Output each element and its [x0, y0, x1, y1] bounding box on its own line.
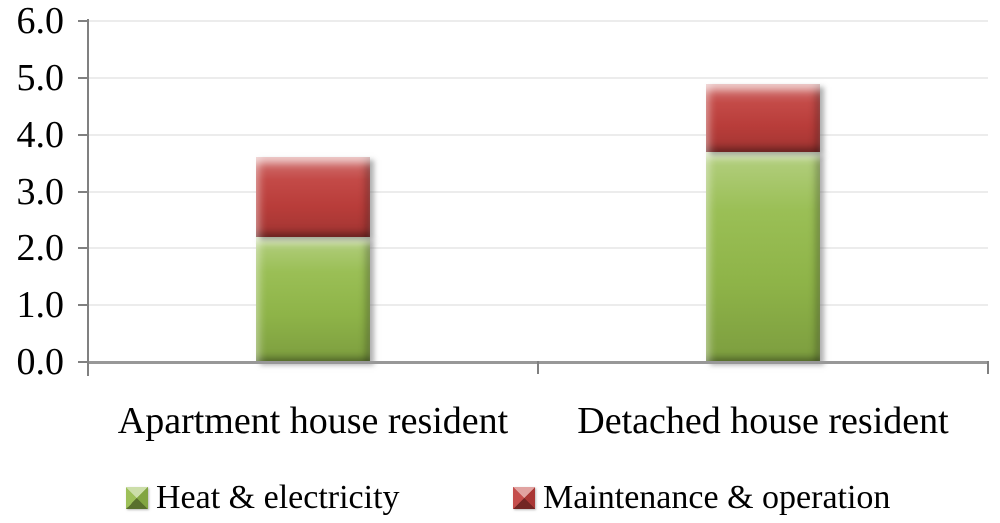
- category-axis-tick: [87, 361, 89, 374]
- gridline: [88, 76, 988, 79]
- gridline: [88, 247, 988, 250]
- y-axis-tick: [78, 76, 88, 79]
- y-axis-tick-label: 2.0: [16, 227, 65, 270]
- y-axis-tick: [78, 361, 88, 363]
- bar-segment-maintenance: [706, 83, 820, 152]
- bar-segment-heat: [256, 236, 370, 362]
- maintenance-operation-swatch-icon: [513, 487, 535, 509]
- legend-item-heat-electricity: Heat & electricity: [126, 476, 400, 520]
- y-axis-tick-label: 1.0: [16, 284, 65, 327]
- bar-segment-maintenance: [256, 157, 370, 237]
- y-axis-tick: [78, 133, 88, 136]
- legend-item-maintenance-operation: Maintenance & operation: [513, 476, 890, 520]
- category-label: Apartment house resident: [117, 400, 509, 442]
- y-axis-line: [87, 19, 89, 376]
- y-axis-tick: [78, 247, 88, 250]
- gridline: [88, 20, 988, 22]
- gridline: [88, 190, 988, 193]
- legend-label-maintenance-operation: Maintenance & operation: [543, 479, 891, 516]
- category-label: Detached house resident: [577, 400, 949, 442]
- bar-segment-heat: [706, 151, 820, 362]
- category-axis-tick: [987, 361, 989, 374]
- y-axis-tick: [78, 304, 88, 307]
- heat-electricity-swatch-icon: [126, 487, 148, 509]
- gridline: [88, 304, 988, 307]
- y-axis-tick: [78, 20, 88, 22]
- y-axis-tick-label: 3.0: [16, 170, 65, 213]
- y-axis-tick-label: 0.0: [16, 341, 65, 383]
- legend-label-heat-electricity: Heat & electricity: [156, 479, 400, 516]
- category-axis-tick: [537, 361, 539, 374]
- y-axis-tick-label: 4.0: [16, 113, 65, 156]
- y-axis-tick: [78, 190, 88, 193]
- gridline: [88, 133, 988, 136]
- y-axis-tick-label: 6.0: [16, 0, 65, 42]
- y-axis-tick-label: 5.0: [16, 56, 65, 99]
